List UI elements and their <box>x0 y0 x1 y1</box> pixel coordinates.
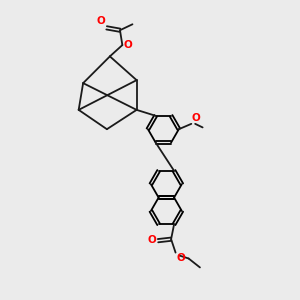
Text: O: O <box>123 40 132 50</box>
Text: O: O <box>96 16 105 26</box>
Text: O: O <box>177 253 185 263</box>
Text: O: O <box>192 113 200 123</box>
Text: O: O <box>148 235 156 245</box>
